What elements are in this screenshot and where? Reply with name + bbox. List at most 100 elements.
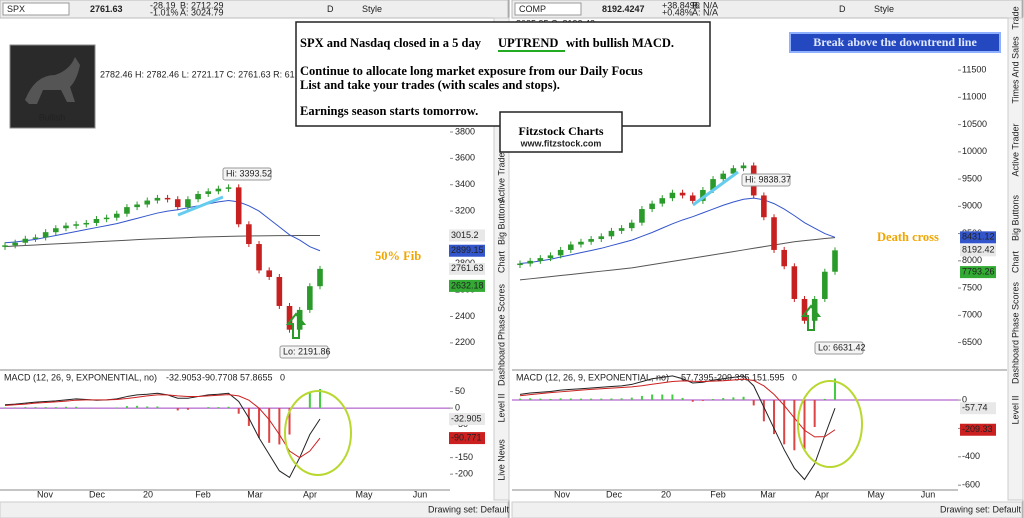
change: +38.8496 [662,0,700,10]
macd-histogram-bar [258,408,261,438]
symbol-box[interactable] [514,2,582,16]
ma200-line [519,237,836,281]
side-tab[interactable]: Big Buttons [496,198,506,245]
side-tab[interactable]: Phase Scores [496,283,506,340]
x-tick-label: Dec [606,489,623,499]
macd-histogram-bar [783,400,786,445]
macd-histogram-bar [519,398,521,401]
candle [679,192,686,196]
candle [256,244,262,271]
hi-box [741,173,791,187]
candle [103,217,110,220]
last-price: 2761.63 [90,4,123,14]
macd-histogram-bar [813,400,816,427]
macd-histogram-bar [125,406,128,409]
side-tab[interactable]: Times And Sales [1010,36,1020,104]
side-tab[interactable]: Level II [1010,395,1020,424]
banner [789,32,1001,53]
macd-histogram-bar [610,398,613,401]
side-tab[interactable]: Live News [496,439,506,481]
lo-label: Lo: 2191.86 [283,346,331,356]
candle [801,298,808,321]
candle [276,276,283,306]
period[interactable]: D [839,4,846,14]
side-tab[interactable]: Chart [1010,251,1020,274]
candle [781,249,787,267]
highlight-circle [284,390,352,476]
y-tick-label: 3600 [455,153,475,163]
bid: B: 2712.29 [180,0,224,10]
side-tabs [1007,17,1024,501]
symbol-box[interactable] [2,2,70,16]
macd-histogram-bar [681,397,684,401]
macd-histogram-bar [762,400,765,422]
side-tab[interactable]: Active Trader [496,149,506,202]
y-tick-label: 2200 [455,337,475,347]
price-label-box [449,244,485,257]
drawing-set[interactable]: Drawing set: Default [940,504,1022,514]
price-label: 8431.12 [962,232,995,242]
candle [568,244,574,250]
side-tab[interactable]: Phase Scores [1010,281,1020,338]
x-tick-label: Nov [554,489,571,499]
x-tick-label: 20 [661,489,671,499]
x-tick-label: Mar [760,489,776,499]
y-tick-label: 2400 [455,311,475,321]
macd-histogram-bar [247,408,250,426]
price-label: 2761.63 [451,263,484,273]
period[interactable]: D [327,4,334,14]
signal-line [4,394,321,459]
price-label: 3015.2 [451,230,479,240]
macd-end-label: -32.905 [451,413,482,423]
macd-histogram-bar [793,400,796,451]
macd-histogram-bar [14,407,17,409]
side-tab[interactable]: Chart [496,251,506,274]
macd-y-tick-label: -150 [455,452,473,462]
candle [669,192,676,199]
macd-histogram-bar [75,406,78,409]
annotation: 50% Fib [375,249,421,263]
side-tab[interactable]: Active Trader [1010,123,1020,176]
drawing-set[interactable]: Drawing set: Default [428,504,510,514]
macd-end-label: -90.771 [451,432,482,442]
side-tab[interactable]: Trade [1010,6,1020,29]
macd-histogram-bar [64,406,67,409]
candle [649,203,655,210]
side-tab[interactable]: Level II [496,393,506,422]
macd-line [519,375,836,481]
candle [144,200,151,205]
macd-histogram-bar [651,394,654,401]
candle [2,245,8,247]
side-tab[interactable]: Dashboard [496,342,506,386]
logo-url: www.fitzstock.com [520,138,602,148]
style-button[interactable]: Style [874,4,894,14]
price-label-box [960,244,996,257]
bull-label: Bullish [39,112,66,122]
style-button[interactable]: Style [362,4,382,14]
note-line4: Earnings season starts tomorrow. [300,104,478,118]
price-label-box [960,266,996,279]
macd-value: -32.9053 [166,372,202,382]
side-tab[interactable]: Big Buttons [1010,194,1020,241]
candle [822,271,828,299]
price-label-box [449,262,485,275]
macd-y-tick-label: 0 [962,394,967,404]
macd-histogram-bar [217,407,220,409]
candle [73,224,79,226]
candle [740,165,747,169]
macd-histogram-bar [308,391,311,409]
side-tab[interactable]: Dashboard [1010,340,1020,384]
candle [235,187,242,225]
candle [547,255,554,259]
candle [93,218,100,223]
macd-histogram-bar [742,396,745,401]
note-line1-end: with bullish MACD. [566,36,674,50]
price-label-box [449,279,485,292]
candle [53,228,59,233]
macd-histogram-bar [661,394,664,401]
x-tick-label: May [867,489,885,499]
y-tick-label: 3400 [455,179,475,189]
macd-histogram-bar [278,408,281,445]
hist-value: 151.595 [752,372,785,382]
candle [124,207,130,214]
